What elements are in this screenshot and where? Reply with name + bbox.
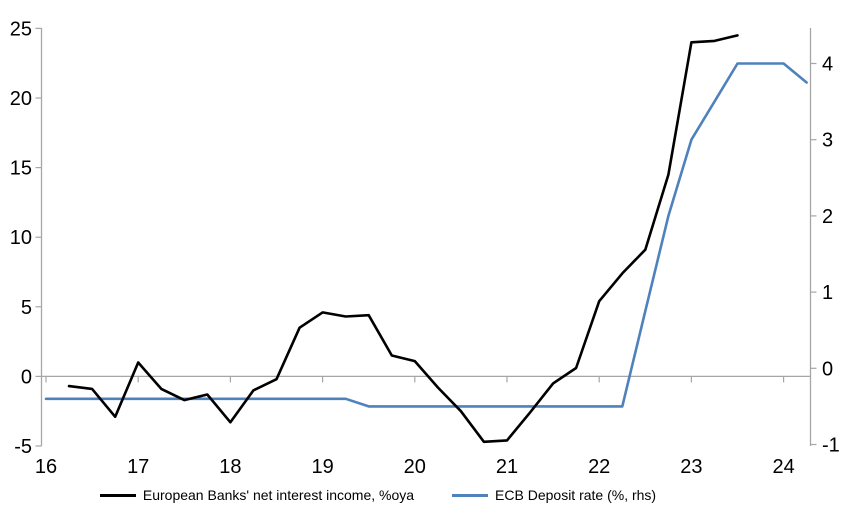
left-axis-tick-label: 20 (10, 88, 32, 110)
nii-line-swatch (99, 493, 136, 497)
x-axis-tick-label: 24 (772, 456, 794, 478)
right-axis-tick-label: 3 (822, 130, 833, 152)
left-axis-tick-label: 5 (21, 297, 32, 319)
legend-label-nii: European Banks' net interest income, %oy… (142, 487, 415, 503)
left-axis-tick-label: 25 (10, 18, 32, 40)
x-axis-tick-label: 17 (127, 456, 149, 478)
legend: European Banks' net interest income, %oy… (0, 487, 804, 503)
left-axis-tick-label: 15 (10, 158, 32, 180)
legend-label-ecb-rate: ECB Deposit rate (%, rhs) (495, 487, 657, 503)
x-axis-tick-label: 18 (219, 456, 241, 478)
legend-item-nii: European Banks' net interest income, %oy… (99, 487, 415, 503)
x-axis-tick-label: 20 (404, 456, 426, 478)
x-axis-tick-label: 21 (496, 456, 518, 478)
legend-item-ecb-rate: ECB Deposit rate (%, rhs) (452, 487, 656, 503)
right-axis-tick-label: 4 (822, 54, 833, 76)
right-axis-tick-label: 0 (822, 358, 833, 380)
ecb-rate-line-swatch (452, 493, 489, 497)
right-axis-tick-label: 2 (822, 206, 833, 228)
left-axis-tick-label: -5 (14, 436, 32, 458)
nii-line (67, 34, 739, 444)
right-axis-tick-label: 1 (822, 282, 833, 304)
ecb-rate-line (44, 62, 808, 408)
x-axis-tick-label: 22 (588, 456, 610, 478)
x-axis-tick-label: 16 (35, 456, 57, 478)
x-axis-tick-label: 19 (311, 456, 333, 478)
left-axis-tick-label: 0 (21, 366, 32, 388)
x-axis-tick-label: 23 (680, 456, 702, 478)
left-axis-tick-label: 10 (10, 227, 32, 249)
right-axis-tick-label: -1 (822, 435, 840, 457)
